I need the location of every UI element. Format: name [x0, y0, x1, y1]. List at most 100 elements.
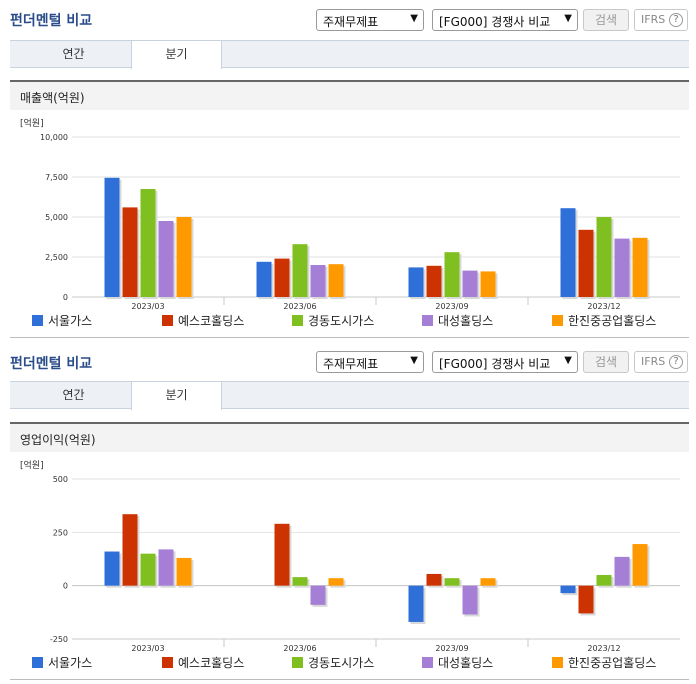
- peer-select-value: [FG000] 경쟁사 비교: [439, 15, 551, 29]
- bar: [408, 585, 424, 622]
- chart-header: 영업이익(억원): [10, 422, 689, 452]
- chart-legend: 서울가스 예스코홀딩스 경동도시가스 대성홀딩스 한진중공업홀딩스: [10, 313, 689, 331]
- toolbar: 주재무제표 ▼ [FG000] 경쟁사 비교 ▼ 검색 IFRS ?: [0, 351, 696, 381]
- x-tick-label: 2023/09: [435, 644, 468, 653]
- revenue-chart: [억원] 0 2,500 5,000 7,500 10,000 2023/03 2023/06…: [20, 117, 680, 311]
- bar: [560, 208, 576, 297]
- ifrs-button[interactable]: IFRS ?: [634, 351, 688, 373]
- legend-label: 대성홀딩스: [438, 314, 494, 328]
- y-tick-label: -250: [50, 635, 68, 644]
- bar: [444, 252, 460, 297]
- statement-select[interactable]: 주재무제표 ▼: [316, 9, 424, 31]
- tab-quarterly[interactable]: 분기: [131, 382, 222, 410]
- bar: [122, 514, 138, 586]
- y-tick-label: 0: [63, 293, 68, 302]
- legend-item[interactable]: 서울가스: [32, 655, 92, 671]
- bar: [328, 578, 344, 586]
- bar: [122, 207, 138, 297]
- period-tabs: 연간 분기: [10, 40, 689, 69]
- legend-swatch: [422, 657, 433, 668]
- legend-swatch: [292, 315, 303, 326]
- bar: [462, 585, 478, 615]
- legend-swatch: [32, 657, 43, 668]
- legend-item[interactable]: 예스코홀딩스: [162, 655, 244, 671]
- legend-item[interactable]: 한진중공업홀딩스: [552, 313, 656, 329]
- chevron-down-icon: ▼: [410, 355, 418, 366]
- operating-income-chart: [억원] -250 0 250 500 2023/03 2023/06 2023/09 2023…: [20, 459, 680, 653]
- help-icon[interactable]: ?: [669, 13, 683, 27]
- peer-select[interactable]: [FG000] 경쟁사 비교 ▼: [432, 9, 578, 31]
- legend-label: 경동도시가스: [308, 656, 375, 670]
- tab-quarterly[interactable]: 분기: [131, 41, 222, 69]
- legend-item[interactable]: 경동도시가스: [292, 655, 374, 671]
- legend-swatch: [162, 657, 173, 668]
- tab-annual[interactable]: 연간: [62, 47, 85, 61]
- chart-title: 매출액(억원): [20, 91, 85, 105]
- chart-header: 매출액(억원): [10, 80, 689, 110]
- chart-area: [억원] 0 2,500 5,000 7,500 10,000 2023/03 2023/06…: [10, 112, 689, 338]
- bar: [158, 549, 174, 586]
- page-title: 펀더멘털 비교: [10, 356, 93, 372]
- legend-swatch: [552, 657, 563, 668]
- y-tick-label: 250: [53, 528, 68, 537]
- bar: [632, 237, 648, 297]
- ifrs-button[interactable]: IFRS ?: [634, 9, 688, 31]
- legend-label: 예스코홀딩스: [178, 314, 245, 328]
- statement-select[interactable]: 주재무제표 ▼: [316, 351, 424, 373]
- y-tick-label: 10,000: [40, 133, 68, 142]
- y-tick-label: 7,500: [45, 173, 68, 182]
- bar: [274, 523, 290, 586]
- bar: [310, 585, 326, 605]
- legend-item[interactable]: 대성홀딩스: [422, 655, 493, 671]
- bar: [462, 270, 478, 297]
- legend-swatch: [422, 315, 433, 326]
- x-tick-label: 2023/12: [587, 644, 620, 653]
- legend-swatch: [292, 657, 303, 668]
- unit-label: [억원]: [20, 459, 44, 471]
- legend-label: 서울가스: [48, 656, 93, 670]
- peer-select[interactable]: [FG000] 경쟁사 비교 ▼: [432, 351, 578, 373]
- y-tick-label: 2,500: [45, 253, 68, 262]
- legend-item[interactable]: 한진중공업홀딩스: [552, 655, 656, 671]
- x-tick-label: 2023/09: [435, 302, 468, 311]
- legend-label: 예스코홀딩스: [178, 656, 245, 670]
- y-tick-label: 5,000: [45, 213, 68, 222]
- bar: [310, 265, 326, 297]
- bar: [292, 577, 308, 586]
- y-tick-label: 500: [53, 475, 68, 484]
- page-title: 펀더멘털 비교: [10, 13, 93, 29]
- bar: [256, 261, 272, 297]
- bar: [104, 551, 120, 586]
- legend-item[interactable]: 대성홀딩스: [422, 313, 493, 329]
- bar: [292, 244, 308, 297]
- bar: [408, 267, 424, 297]
- legend-swatch: [552, 315, 563, 326]
- legend-label: 대성홀딩스: [438, 656, 494, 670]
- legend-item[interactable]: 경동도시가스: [292, 313, 374, 329]
- search-button[interactable]: 검색: [583, 351, 629, 373]
- bar: [614, 238, 630, 297]
- statement-select-value: 주재무제표: [323, 357, 379, 371]
- chart-area: [억원] -250 0 250 500 2023/03 2023/06 2023/09 2023…: [10, 454, 689, 680]
- ifrs-label: IFRS: [641, 355, 666, 368]
- legend-swatch: [32, 315, 43, 326]
- bar: [140, 189, 156, 297]
- bar: [632, 544, 648, 586]
- legend-label: 한진중공업홀딩스: [568, 656, 657, 670]
- legend-label: 한진중공업홀딩스: [568, 314, 657, 328]
- legend-item[interactable]: 예스코홀딩스: [162, 313, 244, 329]
- x-tick-label: 2023/03: [131, 302, 164, 311]
- ifrs-label: IFRS: [641, 13, 666, 26]
- search-button[interactable]: 검색: [583, 9, 629, 31]
- bar: [444, 578, 460, 586]
- help-icon[interactable]: ?: [669, 355, 683, 369]
- bar: [140, 553, 156, 586]
- bar: [426, 573, 442, 586]
- legend-swatch: [162, 315, 173, 326]
- legend-item[interactable]: 서울가스: [32, 313, 92, 329]
- tab-annual[interactable]: 연간: [62, 388, 85, 402]
- chevron-down-icon: ▼: [564, 13, 572, 24]
- bar: [578, 229, 594, 297]
- toolbar: 주재무제표 ▼ [FG000] 경쟁사 비교 ▼ 검색 IFRS ?: [0, 9, 696, 39]
- bar: [176, 217, 192, 297]
